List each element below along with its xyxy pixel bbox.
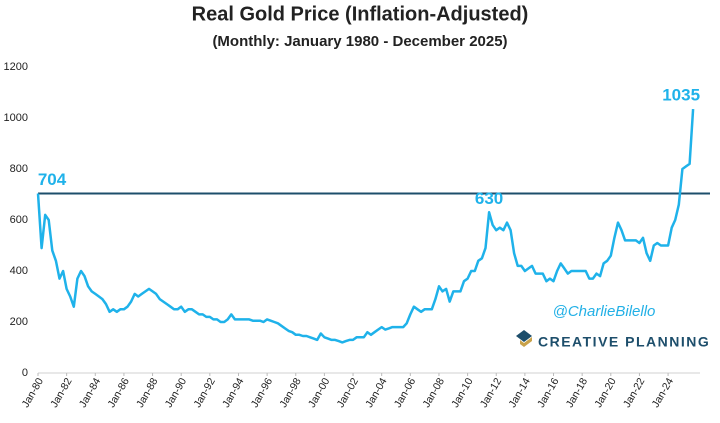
x-tick-label: Jan-22 — [621, 376, 648, 410]
x-tick-label: Jan-86 — [105, 376, 132, 410]
x-tick-label: Jan-00 — [306, 376, 333, 410]
x-tick-label: Jan-02 — [335, 376, 362, 410]
x-tick-label: Jan-90 — [163, 376, 190, 410]
y-tick-label: 800 — [10, 163, 28, 175]
annotation: 704 — [38, 170, 67, 189]
x-tick-label: Jan-96 — [249, 376, 276, 410]
chart-subtitle: (Monthly: January 1980 - December 2025) — [212, 33, 507, 50]
x-tick-label: Jan-12 — [478, 376, 505, 410]
x-tick-label: Jan-10 — [449, 376, 476, 410]
x-tick-label: Jan-08 — [421, 376, 448, 410]
y-tick-label: 1000 — [4, 112, 28, 124]
x-tick-label: Jan-04 — [363, 376, 390, 410]
x-tick-label: Jan-84 — [77, 376, 104, 410]
line — [36, 109, 695, 344]
x-tick-label: Jan-88 — [134, 376, 161, 410]
x-tick-label: Jan-92 — [191, 376, 218, 410]
brand: CREATIVE PLANNING — [538, 334, 710, 350]
watermark: @CharlieBilello — [553, 303, 656, 320]
chart-title: Real Gold Price (Inflation-Adjusted) — [192, 3, 529, 25]
y-tick-label: 1200 — [4, 61, 28, 73]
x-tick-label: Jan-82 — [48, 376, 75, 410]
brand-logo — [516, 330, 532, 347]
x-tick-label: Jan-24 — [650, 376, 677, 410]
y-tick-label: 0 — [22, 367, 28, 379]
x-tick-label: Jan-18 — [564, 376, 591, 410]
y-tick-label: 200 — [10, 316, 28, 328]
y-tick-label: 600 — [10, 214, 28, 226]
x-tick-label: Jan-16 — [535, 376, 562, 410]
x-tick-label: Jan-80 — [20, 376, 47, 410]
annotation: 1035 — [662, 86, 700, 105]
x-tick-label: Jan-14 — [506, 376, 533, 410]
x-tick-label: Jan-98 — [277, 376, 304, 410]
x-tick-label: Jan-20 — [592, 376, 619, 410]
x-tick-label: Jan-94 — [220, 376, 247, 410]
x-tick-label: Jan-06 — [392, 376, 419, 410]
annotation: 630 — [475, 189, 503, 208]
y-tick-label: 400 — [10, 265, 28, 277]
